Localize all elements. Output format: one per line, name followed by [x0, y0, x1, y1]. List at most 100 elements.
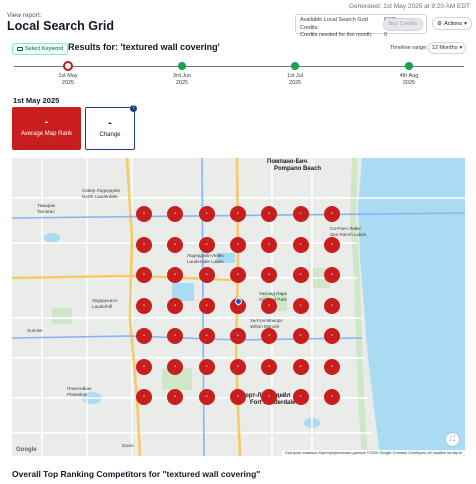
grid-point[interactable]: -: [198, 297, 215, 314]
actions-button[interactable]: ⚙ Actions ▾: [432, 17, 472, 30]
map-label: Си-Ранч Лейкс: [330, 226, 362, 231]
select-keyword-label: Select Keyword: [25, 46, 64, 52]
grid-point[interactable]: -: [323, 328, 340, 344]
grid-point[interactable]: -: [229, 358, 246, 375]
grid-point[interactable]: -: [136, 206, 152, 222]
grid-point[interactable]: -: [292, 328, 309, 344]
grid-point[interactable]: -: [198, 328, 215, 344]
available-credits-label: Available Local Search Grid Credits:: [300, 17, 368, 31]
grid-point[interactable]: -: [167, 389, 184, 405]
grid-point[interactable]: -: [136, 358, 152, 375]
map-label: Tamarac: [37, 209, 55, 214]
grid-point[interactable]: -: [229, 267, 246, 283]
timeline-point-4-label: 4th Aug 2025: [389, 73, 429, 87]
grid-point[interactable]: -: [261, 358, 278, 375]
grid-point[interactable]: -: [323, 236, 340, 253]
grid-point[interactable]: -: [261, 328, 278, 344]
selected-date-heading: 1st May 2025: [13, 96, 60, 105]
grid-point[interactable]: -: [292, 236, 309, 253]
grid-point[interactable]: -: [323, 389, 340, 405]
grid-point[interactable]: -: [167, 297, 184, 314]
map-label: Sea Ranch Lakes: [330, 232, 367, 237]
gear-icon: ⚙: [437, 20, 443, 27]
grid-point[interactable]: -: [323, 206, 340, 222]
grid-point[interactable]: -: [167, 206, 184, 222]
grid-point[interactable]: -: [198, 206, 215, 222]
timeline-point-day: 3rd Jun: [172, 73, 192, 79]
grid-point[interactable]: -: [323, 267, 340, 283]
grid-point[interactable]: -: [229, 389, 246, 405]
grid-point[interactable]: -: [198, 236, 215, 253]
chevron-down-icon: ▾: [464, 20, 467, 27]
grid-point[interactable]: -: [292, 358, 309, 375]
map-label: Wilton Manors: [250, 324, 280, 329]
timeline-point-3-label: 1st Jul 2025: [275, 73, 315, 87]
view-report-label: View report:: [7, 12, 42, 19]
map-label: Лодердейл-Лейкс: [187, 253, 225, 258]
timeline-point-year: 2025: [61, 80, 75, 86]
map-label: Уилтон Манорс: [250, 318, 283, 323]
timeline-point-4[interactable]: [405, 62, 413, 70]
timeline-track: [14, 66, 464, 67]
grid-point[interactable]: -: [229, 206, 246, 222]
map-attribution[interactable]: Быстрые клавиши Картографические данные …: [282, 450, 465, 456]
map-label: Pompano Beach: [274, 166, 322, 172]
timeline-range-select[interactable]: 12 Months ▾: [428, 42, 466, 54]
chevron-down-icon: ▾: [459, 45, 463, 51]
grid-point[interactable]: -: [261, 389, 278, 405]
timeline-range-label: Timeline range:: [390, 45, 428, 51]
grid-point[interactable]: -: [167, 267, 184, 283]
grid-point[interactable]: -: [136, 328, 152, 344]
grid-point[interactable]: -: [229, 236, 246, 253]
results-title: Results for: 'textured wall covering': [68, 42, 220, 52]
grid-map[interactable]: Помпано-Бич Pompano Beach Север Лодердей…: [12, 158, 465, 456]
grid-point[interactable]: -: [136, 389, 152, 405]
grid-point[interactable]: -: [136, 267, 152, 283]
grid-point[interactable]: -: [198, 358, 215, 375]
grid-point[interactable]: -: [292, 297, 309, 314]
credits-panel: Available Local Search Grid Credits:6370…: [295, 14, 427, 38]
average-map-rank-value: -: [44, 116, 49, 128]
buy-credits-button[interactable]: Buy Credits: [382, 18, 423, 31]
map-label: Тамарак: [37, 203, 55, 208]
grid-point[interactable]: -: [261, 206, 278, 222]
grid-point[interactable]: -: [167, 236, 184, 253]
grid-point[interactable]: -: [136, 236, 152, 253]
grid-point[interactable]: -: [261, 297, 278, 314]
timeline-point-2[interactable]: [178, 62, 186, 70]
grid-point[interactable]: -: [167, 328, 184, 344]
grid-point[interactable]: -: [261, 236, 278, 253]
grid-point[interactable]: -: [229, 328, 246, 344]
grid-point[interactable]: -: [292, 267, 309, 283]
grid-point[interactable]: -: [198, 389, 215, 405]
grid-point[interactable]: -: [136, 297, 152, 314]
timeline-point-year: 2025: [288, 80, 302, 86]
business-location-pin[interactable]: [234, 297, 242, 305]
map-label: Plantation: [67, 392, 88, 397]
grid-point[interactable]: -: [292, 389, 309, 405]
timeline-point-day: 4th Aug: [399, 73, 419, 79]
needed-credits-value: 0: [384, 32, 388, 38]
map-label: North Lauderdale: [82, 194, 118, 199]
map-label: Плантейшн: [67, 386, 92, 391]
map-label: Помпано-Бич: [267, 159, 308, 165]
map-label: Sunrise: [27, 328, 43, 333]
select-keyword-button[interactable]: Select Keyword: [12, 43, 69, 55]
grid-point[interactable]: -: [292, 206, 309, 222]
timeline-point-day: 1st May: [58, 73, 78, 79]
fullscreen-icon[interactable]: ⛶: [446, 433, 459, 446]
info-icon[interactable]: ?: [130, 105, 137, 112]
timeline-point-1[interactable]: [63, 61, 73, 71]
google-logo: Google: [16, 447, 37, 453]
map-label: Оклэнд Парк: [259, 291, 287, 296]
grid-point[interactable]: -: [167, 358, 184, 375]
timeline-point-day: 1st Jul: [287, 73, 303, 79]
needed-credits-label: Credits needed for the month:: [300, 32, 373, 38]
generated-timestamp: Generated: 1st May 2025 at 9:20 AM EDT: [348, 3, 470, 10]
grid-point[interactable]: -: [323, 297, 340, 314]
grid-point[interactable]: -: [323, 358, 340, 375]
grid-point[interactable]: -: [198, 267, 215, 283]
grid-point[interactable]: -: [261, 267, 278, 283]
grid-point[interactable]: -: [229, 297, 246, 314]
timeline-point-3[interactable]: [291, 62, 299, 70]
